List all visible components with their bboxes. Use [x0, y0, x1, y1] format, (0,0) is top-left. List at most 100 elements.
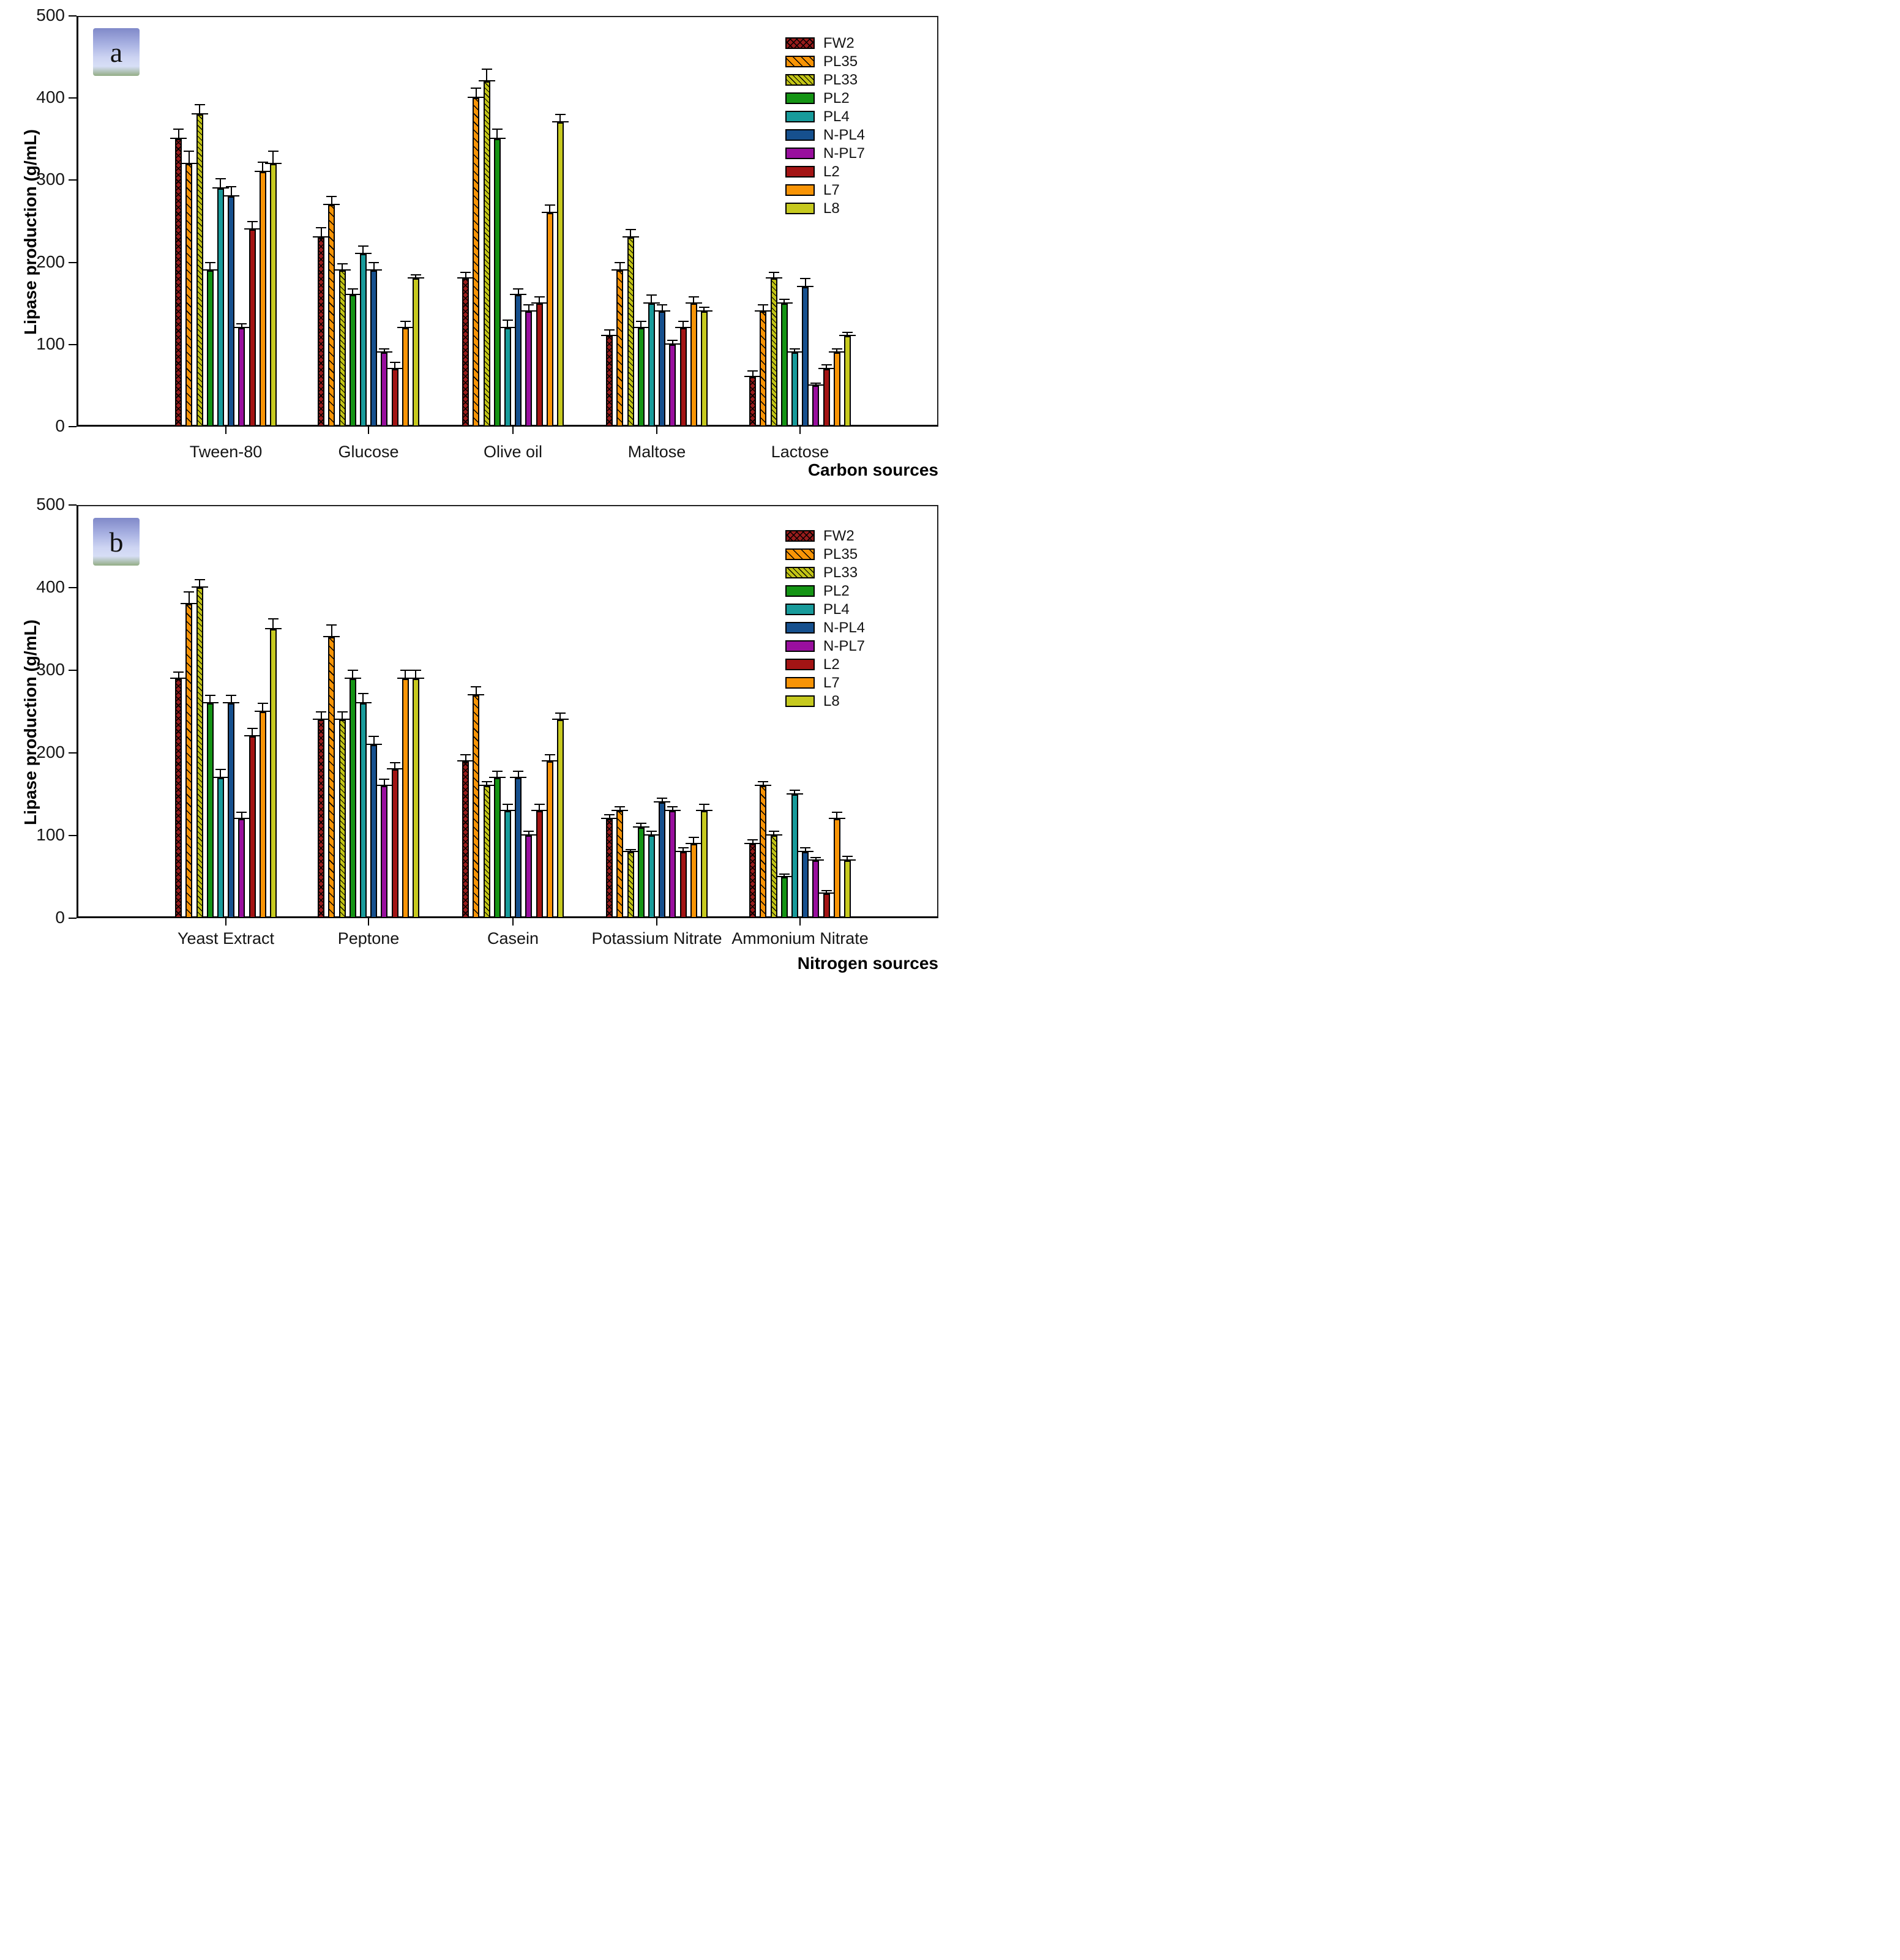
- error-bar-line: [475, 88, 477, 99]
- error-bar-line: [619, 806, 621, 811]
- error-bar-line: [847, 856, 848, 861]
- bar-l8: [700, 312, 708, 427]
- legend-swatch-l7: [785, 184, 815, 196]
- bar-pl4: [648, 303, 655, 427]
- error-bar-line: [836, 812, 838, 819]
- bar-l8: [556, 720, 564, 918]
- error-bar-line: [373, 736, 375, 745]
- y-axis-tick: [69, 97, 77, 99]
- bar-l2: [679, 327, 687, 427]
- error-bar-line: [651, 295, 653, 304]
- bar-pl35: [185, 604, 193, 918]
- error-bar-line: [486, 69, 487, 82]
- legend-label-pl35: PL35: [823, 53, 858, 70]
- bar-pl33: [627, 852, 634, 918]
- bar-l2: [536, 810, 543, 918]
- bar-l2: [391, 769, 398, 918]
- bar-fw2: [749, 843, 757, 918]
- error-bar-line: [272, 619, 274, 629]
- error-bar-upper-cap: [513, 288, 524, 290]
- error-bar-upper-cap: [389, 762, 400, 764]
- bar-pl33: [196, 588, 203, 918]
- y-axis-tick-label: 200: [36, 252, 65, 271]
- error-bar-line: [252, 221, 253, 230]
- bar-pl35: [616, 810, 624, 918]
- error-bar-upper-cap: [389, 362, 400, 364]
- bar-n-pl7: [669, 810, 676, 918]
- error-bar-upper-cap: [184, 151, 195, 152]
- error-bar-line: [331, 196, 332, 205]
- bar-fw2: [318, 720, 325, 918]
- error-bar-upper-cap: [768, 831, 779, 832]
- error-bar-upper-cap: [810, 857, 821, 859]
- error-bar-upper-cap: [502, 803, 513, 805]
- legend-swatch-n-pl7: [785, 640, 815, 652]
- y-axis-tick-label: 100: [36, 334, 65, 353]
- error-bar-upper-cap: [368, 736, 380, 737]
- error-bar-line: [752, 839, 754, 844]
- bar-n-pl4: [802, 286, 809, 427]
- y-axis-tick: [69, 15, 77, 17]
- bar-l2: [823, 893, 830, 918]
- error-bar-line: [804, 279, 806, 287]
- bar-l8: [412, 678, 419, 918]
- legend-label-l8: L8: [823, 200, 840, 217]
- legend-swatch-n-pl7: [785, 148, 815, 159]
- y-axis-title: Lipase production (g/mL): [21, 129, 40, 335]
- bar-l7: [690, 843, 697, 918]
- error-bar-line: [836, 348, 838, 353]
- error-bar-upper-cap: [667, 806, 678, 807]
- error-bar-line: [539, 804, 540, 811]
- error-bar-line: [230, 695, 232, 703]
- legend-swatch-fw2: [785, 530, 815, 542]
- error-bar-line: [752, 370, 754, 378]
- error-bar-line: [252, 728, 253, 736]
- x-axis-tick: [512, 918, 514, 926]
- y-axis-tick: [69, 835, 77, 836]
- y-axis-tick: [69, 918, 77, 919]
- error-bar-upper-cap: [502, 319, 513, 321]
- bar-n-pl7: [238, 327, 245, 427]
- error-bar-line: [559, 114, 561, 123]
- legend-swatch-l8: [785, 695, 815, 707]
- legend-swatch-pl2: [785, 92, 815, 104]
- error-bar-upper-cap: [747, 370, 758, 372]
- error-bar-line: [394, 763, 395, 769]
- error-bar-line: [619, 262, 621, 271]
- bar-pl4: [217, 777, 224, 918]
- error-bar-line: [784, 874, 785, 877]
- error-bar-line: [362, 693, 364, 703]
- bar-fw2: [606, 819, 613, 918]
- bar-fw2: [175, 139, 182, 427]
- legend-label-l7: L7: [823, 182, 840, 198]
- error-bar-upper-cap: [492, 129, 503, 130]
- error-bar-upper-cap: [204, 261, 215, 263]
- chart-panel-a: 0 100 200 300 400 500 Lipase production (g/mL)…: [0, 0, 950, 490]
- error-bar-upper-cap: [316, 227, 327, 229]
- error-bar-upper-cap: [481, 69, 492, 70]
- legend-label-pl4: PL4: [823, 601, 850, 618]
- bar-pl33: [338, 720, 346, 918]
- error-bar-upper-cap: [758, 781, 769, 783]
- bar-n-pl4: [228, 196, 235, 427]
- error-bar-upper-cap: [460, 271, 471, 273]
- error-bar-upper-cap: [215, 769, 226, 770]
- y-axis-tick-label: 300: [36, 170, 65, 189]
- bar-pl2: [206, 271, 214, 427]
- bar-n-pl4: [802, 852, 809, 918]
- error-bar-upper-cap: [347, 670, 358, 671]
- bar-n-pl4: [370, 744, 378, 918]
- legend-swatch-l2: [785, 659, 815, 670]
- legend-swatch-pl2: [785, 585, 815, 597]
- error-bar-upper-cap: [831, 348, 842, 350]
- error-bar-line: [794, 348, 796, 353]
- error-bar-line: [496, 771, 498, 778]
- error-bar-upper-cap: [347, 288, 358, 290]
- y-axis-tick: [69, 343, 77, 345]
- error-bar-upper-cap: [800, 278, 811, 280]
- error-bar-upper-cap: [779, 873, 790, 875]
- error-bar-line: [199, 104, 200, 115]
- y-axis-tick: [69, 179, 77, 181]
- error-bar-upper-cap: [698, 307, 709, 309]
- error-bar-upper-cap: [523, 304, 534, 306]
